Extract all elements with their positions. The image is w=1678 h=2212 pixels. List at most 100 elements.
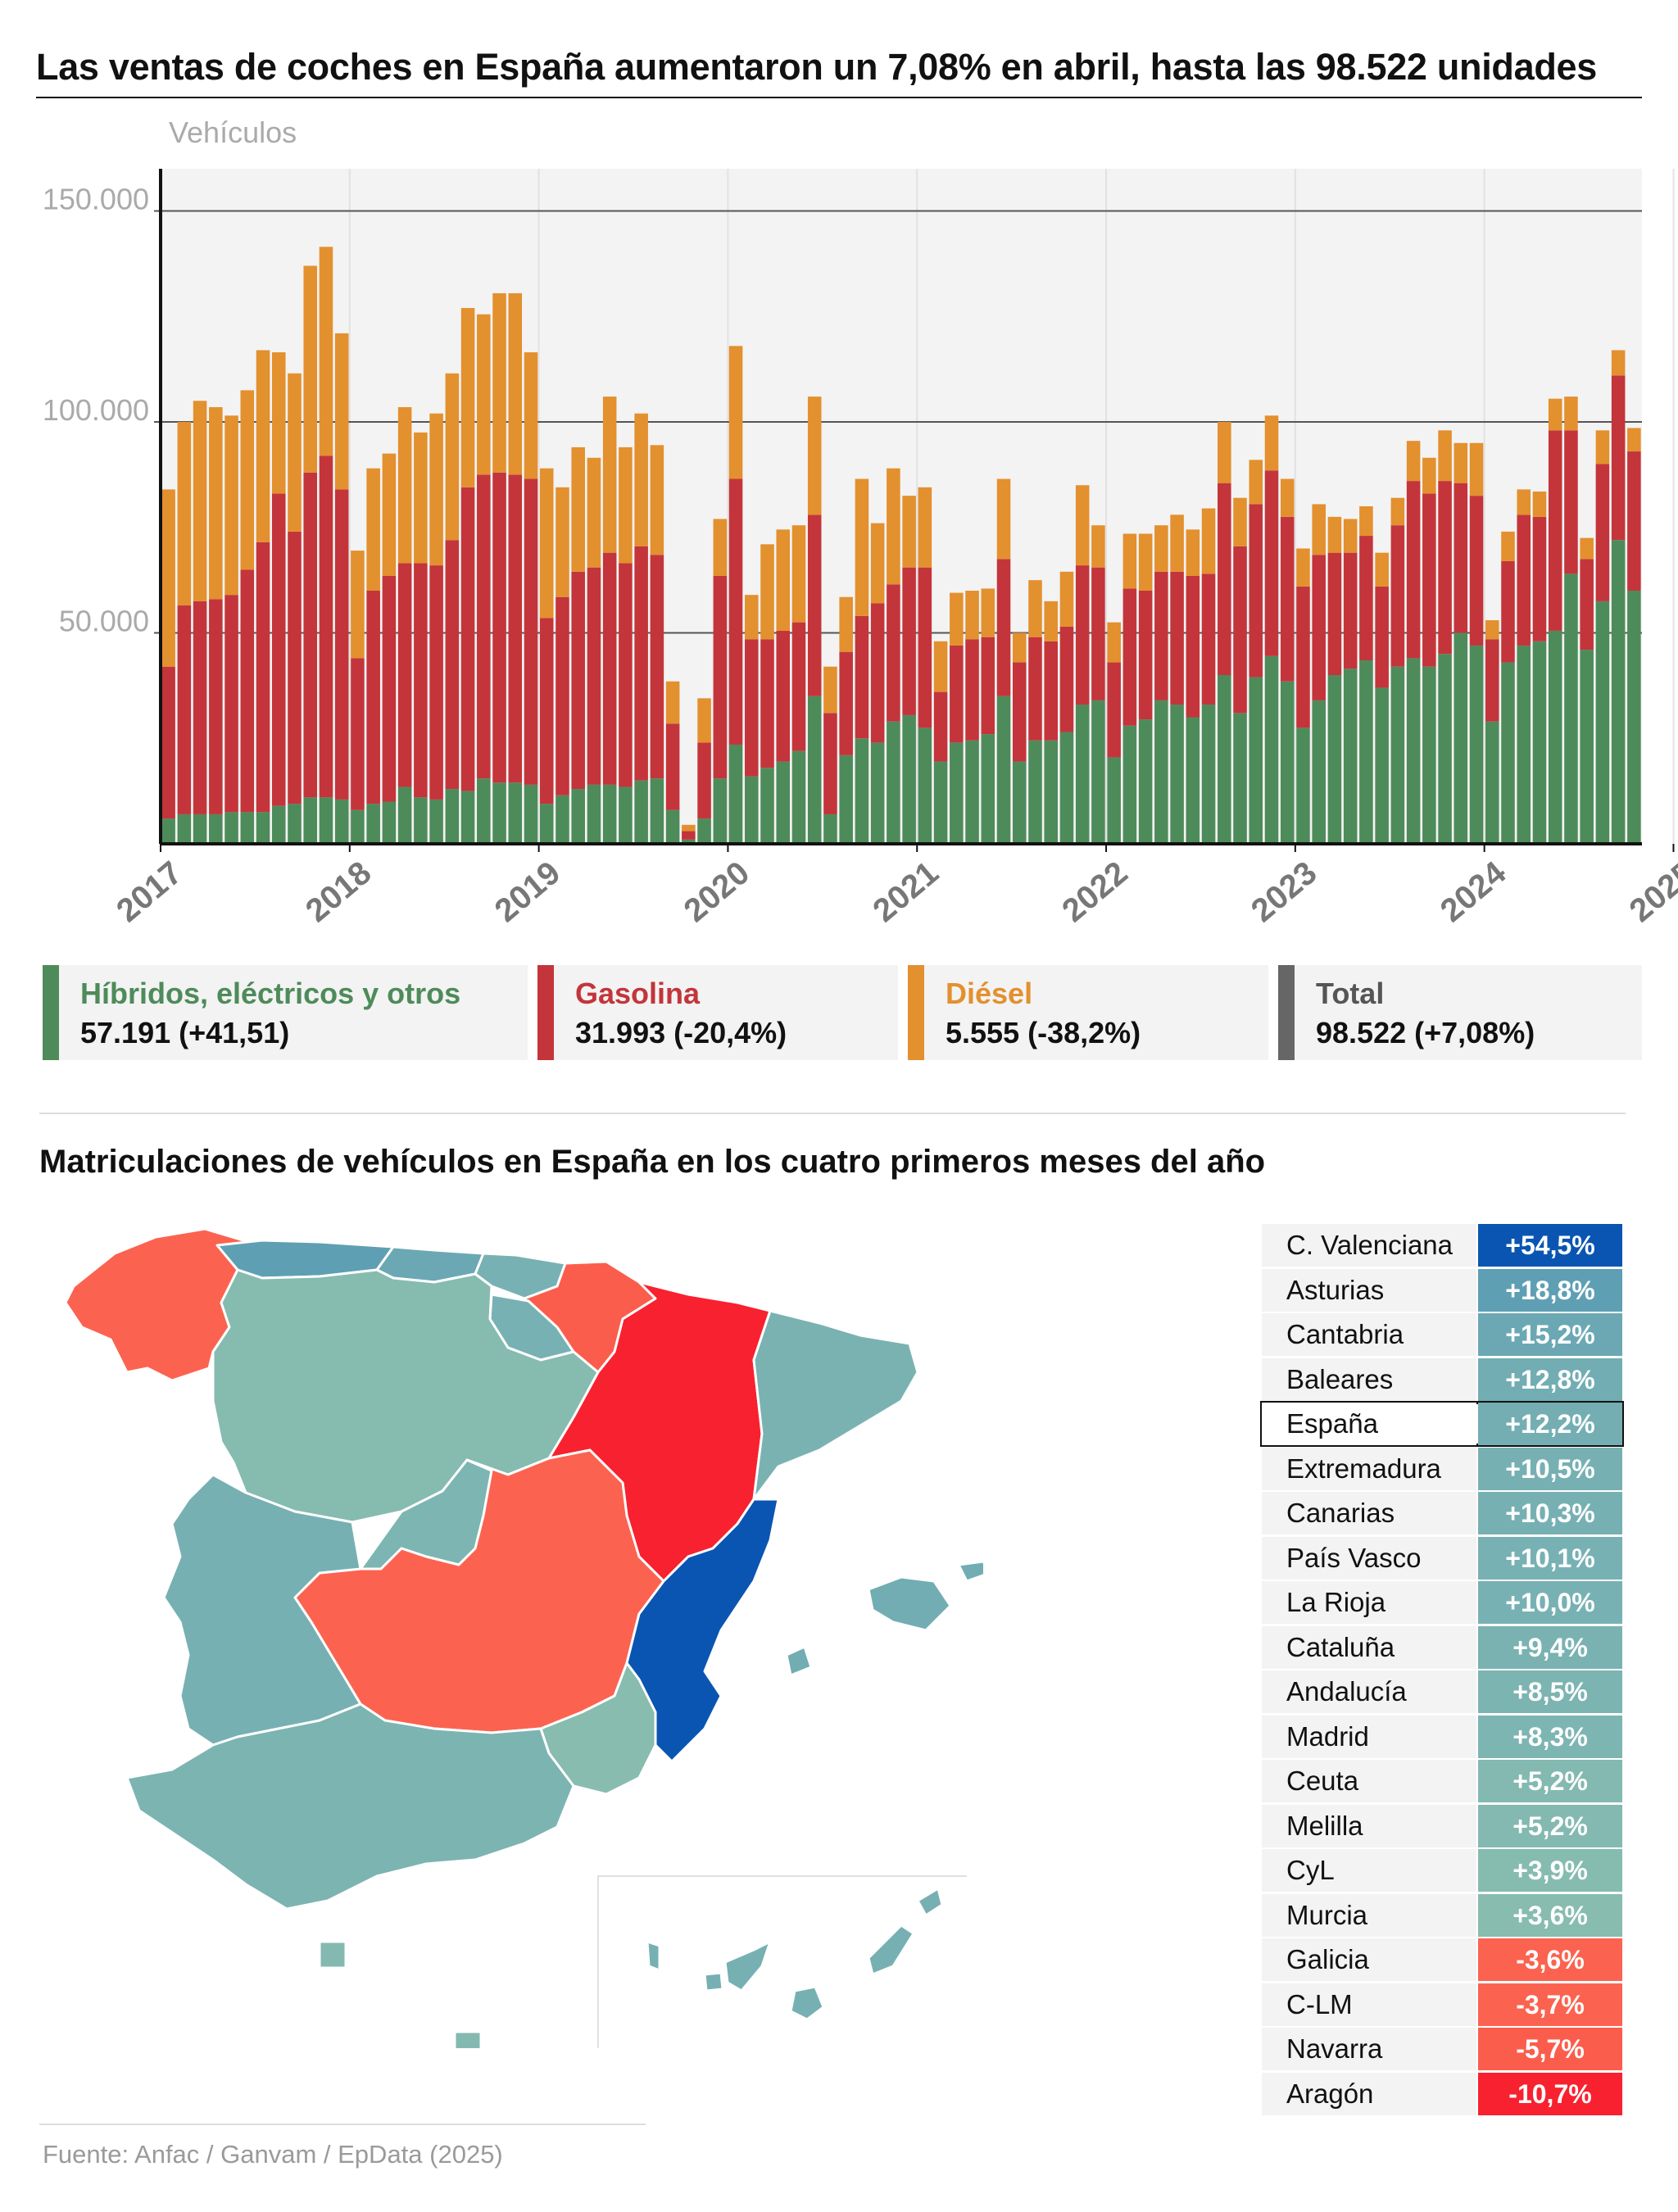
bar-segment-hybrid bbox=[271, 805, 286, 844]
bar-segment-gasoline bbox=[634, 546, 648, 781]
map-region-andalucia[interactable] bbox=[125, 1702, 575, 1911]
bar-segment-hybrid bbox=[1059, 732, 1074, 844]
bar-segment-hybrid bbox=[288, 804, 302, 844]
bar-segment-gasoline bbox=[1390, 525, 1405, 667]
map-region-canarias-gomera[interactable] bbox=[703, 1971, 724, 1992]
bar-segment-gasoline bbox=[193, 601, 207, 814]
bar-segment-gasoline bbox=[177, 605, 192, 814]
bar-segment-diesel bbox=[1138, 533, 1153, 591]
bar-segment-diesel bbox=[1469, 442, 1484, 496]
map-region-melilla[interactable] bbox=[453, 2030, 483, 2048]
ranking-row: Cataluña +9,4% bbox=[1262, 1625, 1622, 1669]
bar-segment-diesel bbox=[965, 591, 979, 640]
bar-segment-hybrid bbox=[1580, 650, 1594, 844]
map-region-baleares-menorca[interactable] bbox=[957, 1560, 983, 1583]
ranking-region-value: +9,4% bbox=[1478, 1625, 1622, 1669]
bar-segment-gasoline bbox=[492, 472, 506, 783]
bar-segment-hybrid bbox=[1532, 641, 1547, 844]
bar-segment-hybrid bbox=[634, 780, 648, 844]
legend-value: 31.993 (-20,4%) bbox=[575, 1016, 787, 1049]
ranking-row: Murcia +3,6% bbox=[1262, 1893, 1622, 1937]
bar-segment-hybrid bbox=[1186, 717, 1200, 844]
ranking-region-value: +8,5% bbox=[1478, 1670, 1622, 1713]
bar-segment-diesel bbox=[1517, 489, 1531, 515]
map-region-baleares-ibiza[interactable] bbox=[785, 1645, 813, 1677]
bar-segment-diesel bbox=[429, 413, 443, 566]
bar-segment-gasoline bbox=[791, 622, 806, 751]
bar-segment-hybrid bbox=[445, 789, 460, 844]
bar-segment-gasoline bbox=[728, 478, 743, 745]
bar-segment-diesel bbox=[1532, 491, 1547, 517]
legend-label: Total bbox=[1316, 977, 1385, 1010]
bar-segment-diesel bbox=[1264, 415, 1279, 471]
bar-segment-hybrid bbox=[950, 742, 964, 844]
bar-segment-diesel bbox=[460, 307, 475, 487]
source-rule bbox=[39, 2124, 646, 2125]
bar-segment-hybrid bbox=[1233, 713, 1247, 844]
bar-segment-hybrid bbox=[508, 782, 523, 844]
bar-segment-hybrid bbox=[902, 714, 916, 844]
bar-segment-gasoline bbox=[619, 563, 633, 787]
bar-segment-gasoline bbox=[776, 630, 791, 762]
bar-segment-hybrid bbox=[1170, 705, 1184, 844]
map-region-canarias-gran-canaria[interactable] bbox=[789, 1985, 825, 2021]
legend-value: 5.555 (-38,2%) bbox=[946, 1016, 1141, 1049]
bar-segment-hybrid bbox=[193, 814, 207, 844]
map-region-canarias-tenerife[interactable] bbox=[723, 1940, 772, 1992]
legend-value: 98.522 (+7,08%) bbox=[1316, 1016, 1535, 1049]
bar-segment-hybrid bbox=[602, 784, 617, 844]
bar-segment-gasoline bbox=[1580, 559, 1594, 650]
map-region-cataluna[interactable] bbox=[752, 1309, 919, 1501]
bar-segment-diesel bbox=[397, 406, 412, 564]
map-region-canarias-fuerteventura[interactable] bbox=[867, 1924, 915, 1976]
bar-segment-gasoline bbox=[571, 571, 585, 790]
legend-swatch bbox=[43, 965, 59, 1060]
bar-segment-gasoline bbox=[1218, 483, 1231, 675]
bar-segment-hybrid bbox=[665, 809, 680, 844]
bar-segment-gasoline bbox=[807, 514, 822, 696]
bar-segment-diesel bbox=[745, 595, 759, 640]
bar-segment-diesel bbox=[1170, 514, 1184, 572]
bar-segment-gasoline bbox=[477, 474, 491, 779]
bar-segment-hybrid bbox=[397, 786, 412, 844]
bar-segment-gasoline bbox=[839, 651, 853, 755]
bar-segment-diesel bbox=[823, 666, 837, 714]
ranking-row: Madrid +8,3% bbox=[1262, 1715, 1622, 1758]
ranking-row: Aragón -10,7% bbox=[1262, 2072, 1622, 2115]
bar-segment-hybrid bbox=[303, 797, 317, 844]
bar-segment-diesel bbox=[571, 446, 585, 572]
map-region-murcia[interactable] bbox=[539, 1661, 657, 1796]
bar-segment-diesel bbox=[1028, 580, 1042, 637]
bar-segment-diesel bbox=[1044, 601, 1058, 641]
map-region-baleares-mallorca[interactable] bbox=[867, 1575, 952, 1632]
legend-item: Gasolina 31.993 (-20,4%) bbox=[537, 965, 898, 1060]
ranking-region-name: Cataluña bbox=[1262, 1625, 1476, 1669]
bar-segment-hybrid bbox=[855, 738, 869, 844]
map-region-c-valenciana[interactable] bbox=[625, 1498, 780, 1763]
bar-segment-hybrid bbox=[745, 776, 759, 844]
bar-segment-diesel bbox=[303, 265, 317, 473]
ranking-row: Melilla +5,2% bbox=[1262, 1804, 1622, 1847]
bar-segment-hybrid bbox=[1469, 645, 1484, 844]
map-subtitle: Matriculaciones de vehículos en España e… bbox=[39, 1144, 1266, 1180]
map-region-ceuta[interactable] bbox=[318, 1940, 347, 1969]
ranking-region-value: +5,2% bbox=[1478, 1804, 1622, 1847]
bar-segment-gasoline bbox=[933, 691, 948, 762]
bar-segment-gasoline bbox=[855, 615, 869, 739]
y-axis-label: Vehículos bbox=[169, 116, 297, 149]
bar-segment-hybrid bbox=[240, 812, 255, 845]
legend-item: Diésel 5.555 (-38,2%) bbox=[908, 965, 1268, 1060]
ranking-region-value: +3,6% bbox=[1478, 1893, 1622, 1937]
bar-segment-hybrid bbox=[1264, 655, 1279, 844]
map-region-canarias-lanzarote[interactable] bbox=[916, 1887, 944, 1917]
bar-segment-diesel bbox=[587, 457, 601, 568]
bar-segment-hybrid bbox=[524, 784, 538, 844]
bar-segment-diesel bbox=[918, 487, 932, 568]
map-region-canarias-west[interactable] bbox=[646, 1940, 661, 1972]
bar-segment-hybrid bbox=[1548, 630, 1562, 844]
bar-segment-hybrid bbox=[1406, 658, 1421, 844]
bar-segment-gasoline bbox=[1485, 639, 1499, 722]
ranking-row: C-LM -3,7% bbox=[1262, 1983, 1622, 2026]
bar-segment-gasoline bbox=[887, 584, 900, 722]
bar-segment-gasoline bbox=[539, 618, 554, 805]
